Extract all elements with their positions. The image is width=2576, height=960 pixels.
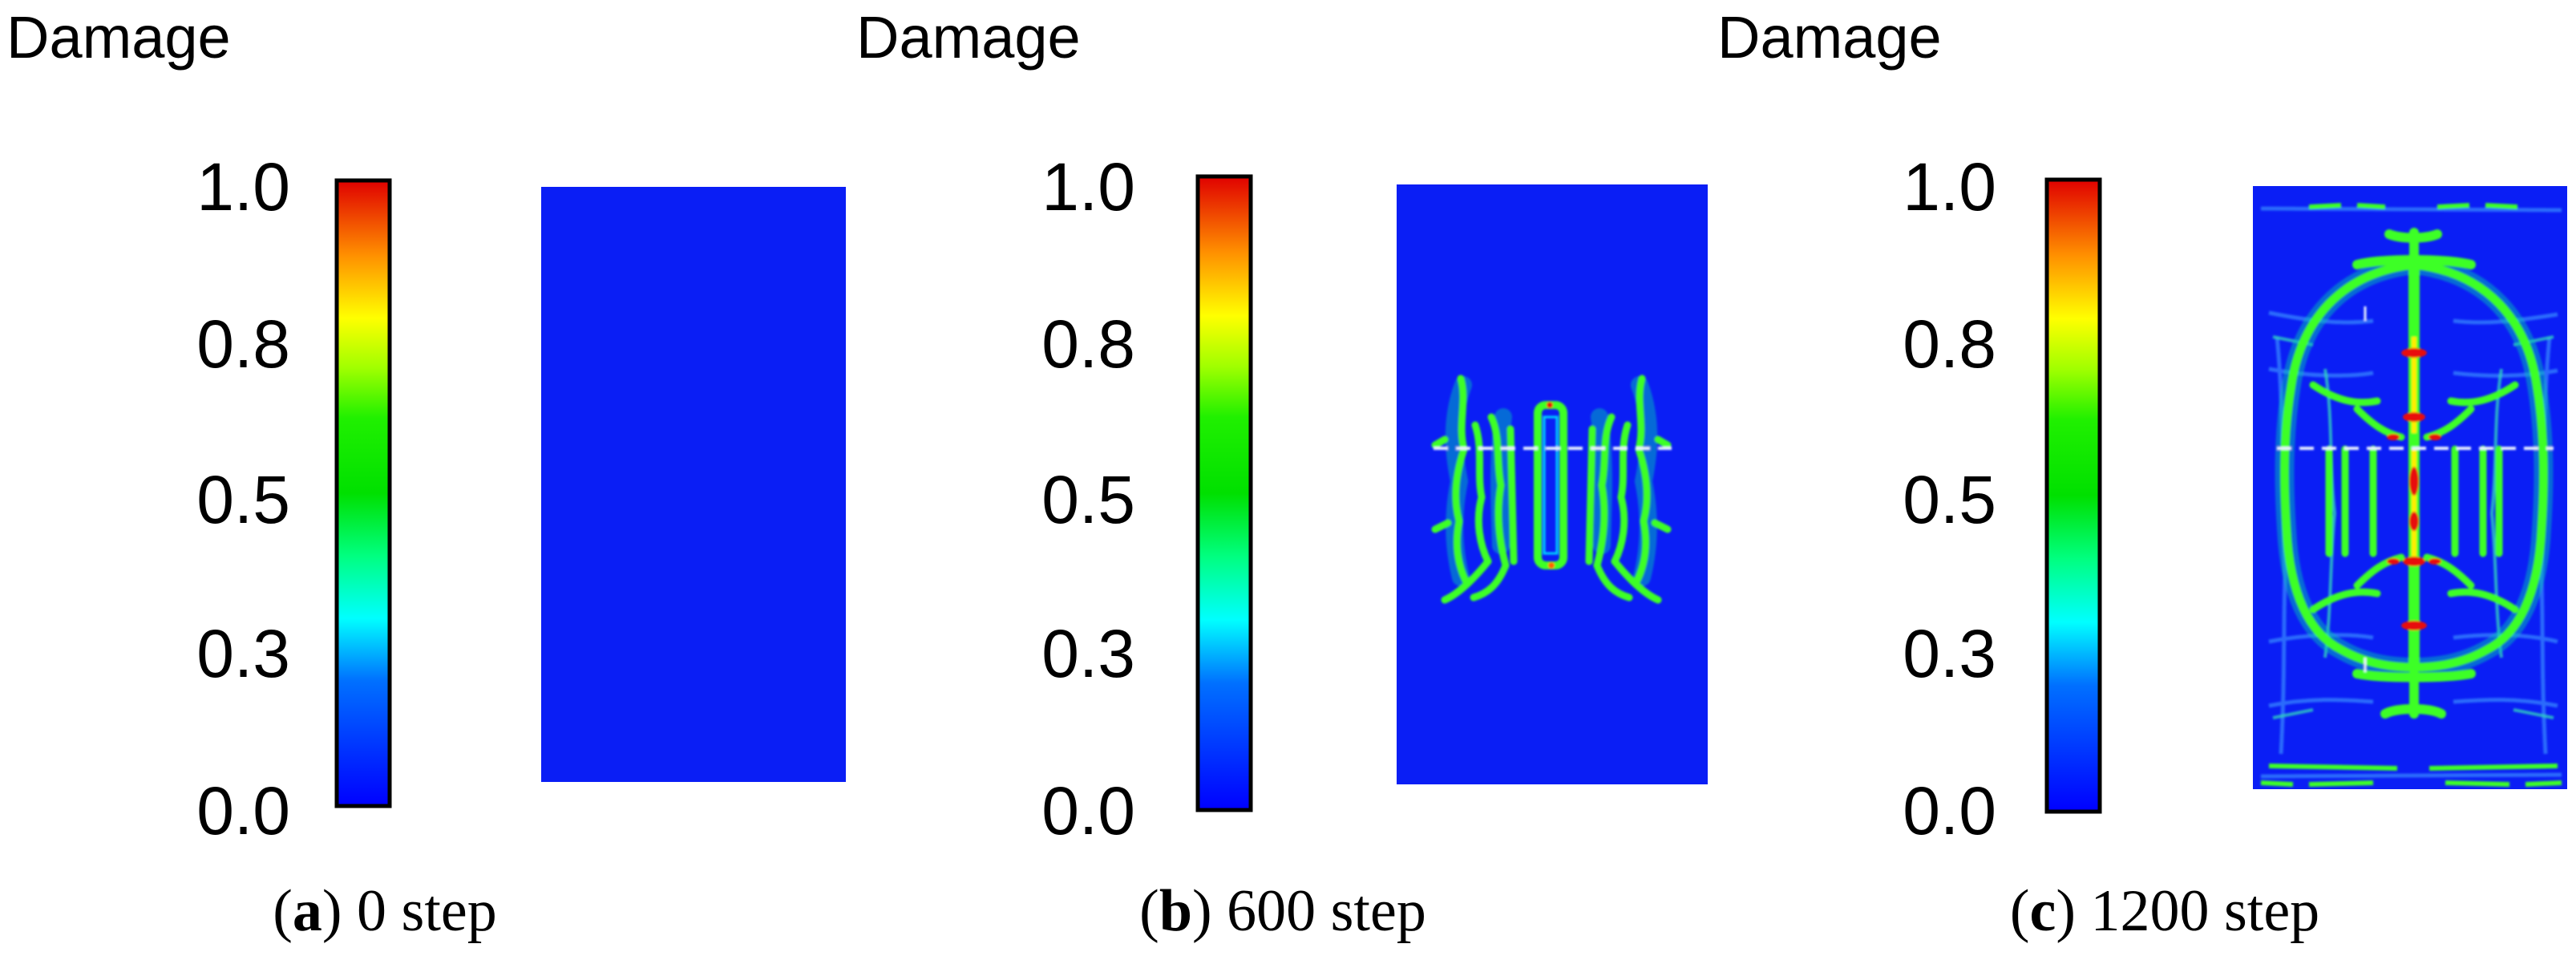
panel-b-tick-1-0: 1.0 [1041,149,1135,225]
panel-b-caption-letter: b [1159,878,1192,944]
panel-c-title: Damage [1717,4,1942,71]
panel-a-tick-0-3: 0.3 [196,616,290,691]
panel-a-tick-0-8: 0.8 [196,306,290,382]
panel-c-tick-1-0: 1.0 [1903,149,1996,225]
panel-c: Damage 1.0 0.8 0.5 0.3 0.0 [1717,4,2567,944]
panel-a-tick-0-0: 0.0 [196,773,290,849]
panel-c-tick-0-5: 0.5 [1903,462,1996,537]
panel-c-tick-0-3: 0.3 [1903,616,1996,691]
panel-c-damage-pattern [2260,203,2562,787]
panel-c-caption: (c) 1200 step [2010,878,2319,944]
panel-c-colorbar [2044,177,2102,814]
panel-b-damage-pattern [1431,375,1672,604]
panel-b-title: Damage [856,4,1081,71]
panel-b-colorbar [1195,174,1253,812]
panel-b-specimen [1397,184,1708,784]
panel-c-tick-0-0: 0.0 [1903,773,1996,849]
panel-c-caption-text: ) 1200 step [2056,878,2319,944]
panel-c-caption-letter: c [2029,878,2056,944]
panel-c-hotspot [2401,348,2427,358]
panel-b-tick-0-5: 0.5 [1041,462,1135,537]
panel-b-tick-0-3: 0.3 [1041,616,1135,691]
panel-b-tick-0-8: 0.8 [1041,306,1135,382]
panel-a: Damage 1.0 0.8 0.5 0.3 0.0 (a) 0 step [6,4,846,944]
panel-a-caption-letter: a [293,878,322,944]
panel-b-caption: (b) 600 step [1139,878,1426,944]
panel-a-caption: (a) 0 step [273,878,497,944]
panel-a-caption-text: ) 0 step [322,878,497,944]
panel-b-caption-text: ) 600 step [1192,878,1426,944]
panel-a-specimen [541,187,846,782]
panel-a-title: Damage [6,4,231,71]
panel-b: Damage 1.0 0.8 0.5 0.3 0.0 [856,4,1708,944]
panel-a-tick-0-5: 0.5 [196,462,290,537]
panel-a-tick-1-0: 1.0 [196,149,290,225]
panel-b-tick-0-0: 0.0 [1041,773,1135,849]
panel-c-tick-0-8: 0.8 [1903,306,1996,382]
panel-a-colorbar [334,178,392,808]
